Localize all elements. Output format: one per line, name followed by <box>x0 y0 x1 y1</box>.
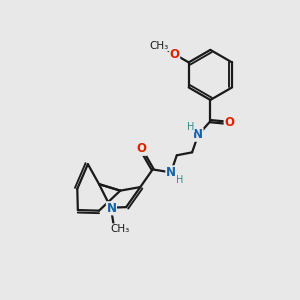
Text: O: O <box>224 116 234 129</box>
Text: N: N <box>193 128 203 141</box>
Text: N: N <box>166 166 176 179</box>
Text: H: H <box>176 175 183 185</box>
Text: H: H <box>187 122 194 132</box>
Text: O: O <box>170 48 180 61</box>
Text: CH₃: CH₃ <box>110 224 129 234</box>
Text: O: O <box>136 142 146 155</box>
Text: CH₃: CH₃ <box>149 40 169 51</box>
Text: N: N <box>106 202 116 215</box>
